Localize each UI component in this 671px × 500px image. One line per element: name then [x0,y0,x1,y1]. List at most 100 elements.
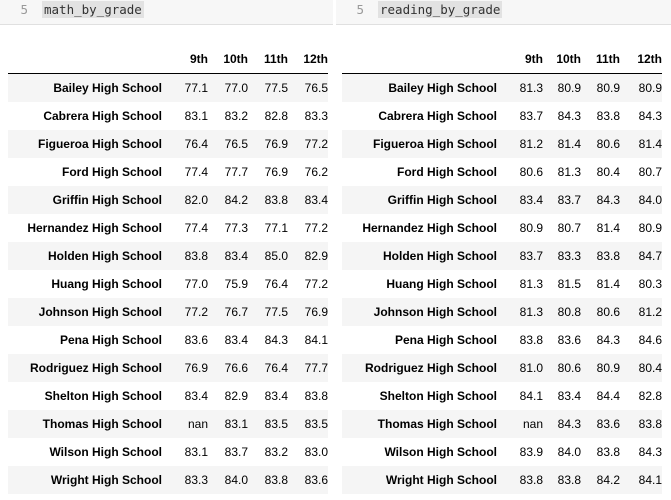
score-cell: 83.7 [224,445,248,459]
score-cell: 77.0 [184,277,208,291]
school-name: Wilson High School [49,445,162,459]
score-cell: 81.3 [519,277,543,291]
score-cell: 80.9 [557,81,581,95]
header-row: 9th 10th 11th 12th [8,45,328,74]
score-cell: 77.2 [304,137,328,151]
school-name: Pena High School [394,333,497,347]
code-variable[interactable]: math_by_grade [42,1,144,18]
score-cell: 81.3 [557,165,581,179]
school-name: Holden High School [48,249,162,263]
school-name: Griffin High School [387,193,497,207]
code-cell[interactable]: 5 math_by_grade [0,0,333,25]
school-name: Ford High School [397,165,497,179]
table-body: Bailey High School 81.3 80.9 80.9 80.9 Cabrer… [342,73,662,494]
score-cell: 80.9 [519,221,543,235]
table-row: Rodriguez High School 81.0 80.6 80.9 80.4 [342,354,662,382]
score-cell: 83.4 [304,193,328,207]
score-cell: 80.6 [596,305,620,319]
score-cell: 84.6 [638,333,662,347]
score-cell: 84.2 [224,193,248,207]
score-cell: 81.2 [638,305,662,319]
score-cell: nan [522,417,543,431]
score-cell: 76.4 [264,277,288,291]
index-header [8,45,168,74]
score-cell: 84.7 [638,249,662,263]
score-cell: 77.7 [224,165,248,179]
score-cell: 83.7 [557,193,581,207]
table-row: Wright High School 83.8 83.8 84.2 84.1 [342,466,662,494]
score-cell: 76.9 [264,137,288,151]
score-cell: 75.9 [224,277,248,291]
school-name: Holden High School [383,249,497,263]
table-row: Ford High School 80.6 81.3 80.4 80.7 [342,158,662,186]
score-cell: 84.1 [638,473,662,487]
score-cell: 83.7 [519,249,543,263]
score-cell: 84.3 [557,109,581,123]
score-cell: 83.8 [596,249,620,263]
score-cell: 83.8 [264,473,288,487]
school-name: Wilson High School [384,445,497,459]
score-cell: 81.2 [519,137,543,151]
table-row: Wright High School 83.3 84.0 83.8 83.6 [8,466,328,494]
school-name: Wright High School [50,473,162,487]
score-cell: 83.8 [519,333,543,347]
score-cell: 84.0 [557,445,581,459]
score-cell: 77.2 [304,221,328,235]
school-name: Bailey High School [388,81,497,95]
score-cell: 83.1 [184,109,208,123]
score-cell: 84.3 [638,109,662,123]
score-cell: 80.8 [557,305,581,319]
score-cell: 84.4 [596,389,620,403]
score-cell: 83.8 [596,109,620,123]
score-cell: 83.0 [304,445,328,459]
school-name: Shelton High School [379,389,497,403]
school-name: Hernandez High School [27,221,162,235]
school-name: Pena High School [59,333,162,347]
score-cell: 77.0 [224,81,248,95]
line-number: 5 [20,2,28,17]
score-cell: 82.8 [264,109,288,123]
score-cell: 83.4 [264,389,288,403]
table-row: Pena High School 83.8 83.6 84.3 84.6 [342,326,662,354]
table-row: Figueroa High School 76.4 76.5 76.9 77.2 [8,130,328,158]
score-cell: 83.5 [304,417,328,431]
score-cell: 77.2 [184,305,208,319]
table-row: Hernandez High School 80.9 80.7 81.4 80.9 [342,214,662,242]
table-row: Griffin High School 83.4 83.7 84.3 84.0 [342,186,662,214]
table-row: Ford High School 77.4 77.7 76.9 76.2 [8,158,328,186]
score-cell: 80.9 [638,221,662,235]
score-cell: 80.6 [519,165,543,179]
school-name: Johnson High School [38,305,162,319]
table-row: Thomas High School nan 83.1 83.5 83.5 [8,410,328,438]
score-cell: 76.2 [304,165,328,179]
score-cell: 83.4 [184,389,208,403]
score-cell: 80.3 [638,277,662,291]
school-name: Figueroa High School [37,137,162,151]
score-cell: 83.9 [519,445,543,459]
score-cell: 82.8 [638,389,662,403]
code-variable[interactable]: reading_by_grade [378,1,503,18]
score-cell: 83.2 [224,109,248,123]
score-cell: 85.0 [264,249,288,263]
column-header: 11th [581,45,620,74]
table-row: Rodriguez High School 76.9 76.6 76.4 77.7 [8,354,328,382]
score-cell: 83.8 [304,389,328,403]
score-cell: 81.5 [557,277,581,291]
table-row: Thomas High School nan 84.3 83.6 83.8 [342,410,662,438]
score-cell: 77.7 [304,361,328,375]
score-cell: 82.0 [184,193,208,207]
column-header: 12th [288,45,328,74]
table-row: Johnson High School 81.3 80.8 80.6 81.2 [342,298,662,326]
code-cell[interactable]: 5 reading_by_grade [336,0,671,25]
score-cell: 83.4 [224,333,248,347]
score-cell: 83.3 [304,109,328,123]
score-cell: 81.3 [519,305,543,319]
score-cell: 81.4 [596,277,620,291]
score-cell: 84.0 [638,193,662,207]
school-name: Thomas High School [377,417,497,431]
column-header: 11th [248,45,288,74]
score-cell: 76.7 [224,305,248,319]
score-cell: 84.3 [596,193,620,207]
table-row: Pena High School 83.6 83.4 84.3 84.1 [8,326,328,354]
